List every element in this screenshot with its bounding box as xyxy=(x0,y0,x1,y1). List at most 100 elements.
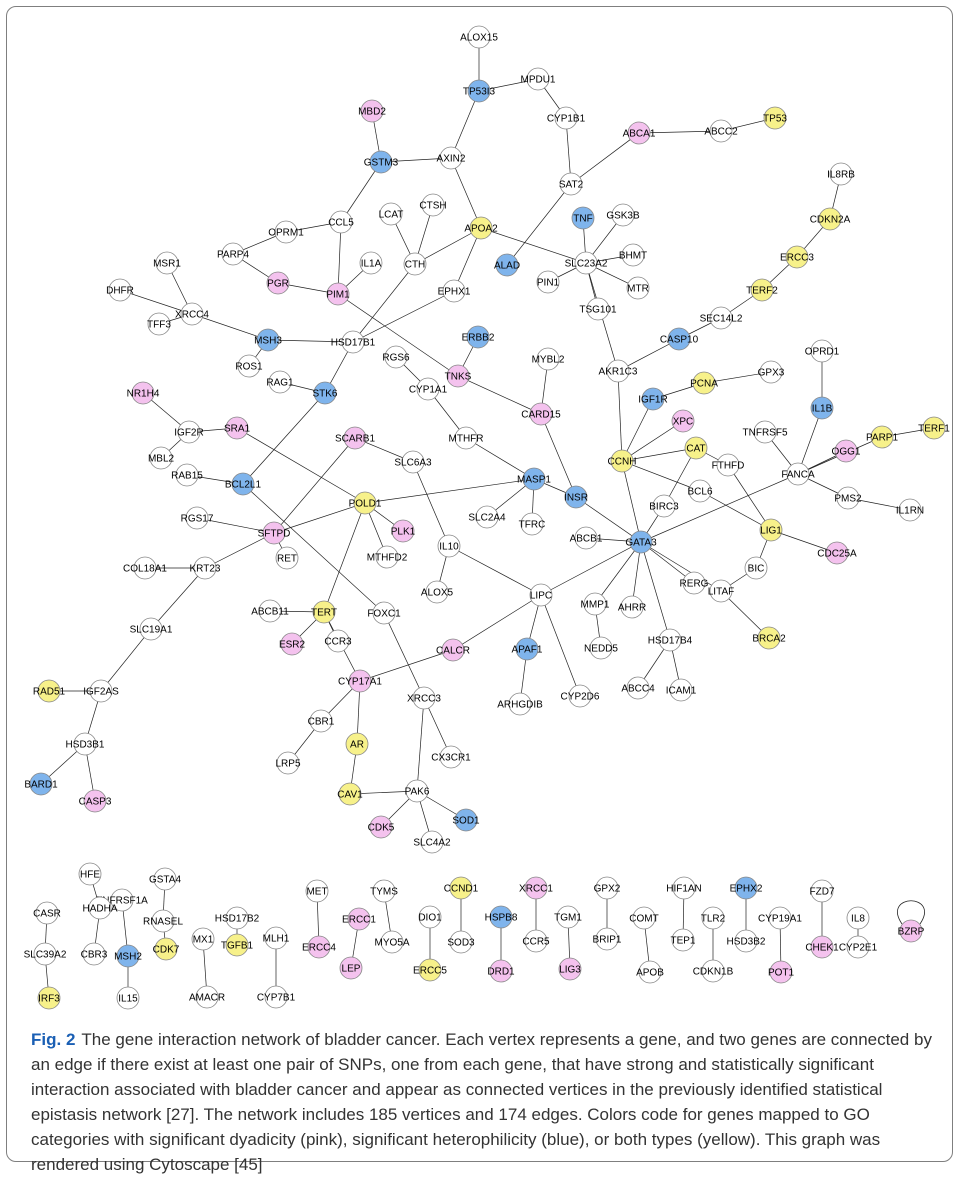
gene-node-pold1: POLD1 xyxy=(349,491,382,515)
gene-circle xyxy=(658,628,682,652)
gene-circle xyxy=(185,506,209,530)
gene-circle xyxy=(574,251,598,275)
gene-label: PARP4 xyxy=(217,250,249,261)
gene-label: CAV1 xyxy=(337,790,363,801)
gene-label: DIO1 xyxy=(418,913,442,924)
gene-node-xrcc3: XRCC3 xyxy=(407,686,441,710)
gene-circle xyxy=(391,519,415,543)
gene-node-sod1: SOD1 xyxy=(452,808,480,832)
gene-circle xyxy=(558,957,582,981)
gene-circle xyxy=(568,684,592,708)
gene-circle xyxy=(312,600,336,624)
gene-label: GPX2 xyxy=(594,884,621,895)
gene-node-apob: APOB xyxy=(636,960,664,984)
gene-label: PGR xyxy=(267,279,289,290)
gene-label: TGFB1 xyxy=(221,941,254,952)
gene-circle xyxy=(360,99,384,123)
gene-label: IGF2AS xyxy=(83,687,119,698)
gene-label: GSTA4 xyxy=(149,875,181,886)
gene-node-igf2as: IGF2AS xyxy=(83,679,119,703)
gene-circle xyxy=(425,580,449,604)
gene-circle xyxy=(744,556,768,580)
gene-label: TNFRSF5 xyxy=(743,428,788,439)
gene-node-cbr1: CBR1 xyxy=(308,709,335,733)
gene-label: TLR2 xyxy=(701,914,726,925)
gene-node-tnks: TNKS xyxy=(445,364,472,388)
gene-label: ALOX5 xyxy=(421,588,454,599)
edge-il1b-fanca xyxy=(797,407,823,475)
gene-node-sec14l2: SEC14L2 xyxy=(700,306,743,330)
gene-circle xyxy=(154,937,178,961)
gene-node-tnfrsf5: TNFRSF5 xyxy=(743,420,788,444)
gene-label: LCAT xyxy=(379,210,404,221)
gene-circle xyxy=(416,377,440,401)
gene-label: IL1RN xyxy=(896,506,924,517)
gene-circle xyxy=(810,339,834,363)
gene-node-abcc2: ABCC2 xyxy=(704,119,738,143)
gene-label: RET xyxy=(277,554,297,565)
gene-label: BHMT xyxy=(619,251,647,262)
edge-sat2-alad xyxy=(506,183,572,266)
gene-node-ogg1: OGG1 xyxy=(832,439,861,463)
figure-frame: ALOX15 TP53I3 MPDU1 MBD2 CYP1B1 TP53 ABCC2 ABCA… xyxy=(6,6,953,1174)
gene-circle xyxy=(139,617,163,641)
gene-label: ERCC1 xyxy=(342,915,376,926)
gene-node-lcat: LCAT xyxy=(379,202,404,226)
gene-circle xyxy=(305,879,329,903)
edge-lipc-cyp2d6 xyxy=(540,594,581,697)
gene-circle xyxy=(520,512,544,536)
gene-circle xyxy=(280,632,304,656)
gene-label: CCR3 xyxy=(324,637,352,648)
gene-label: FTHFD xyxy=(712,461,745,472)
gene-label: TERT xyxy=(311,608,337,619)
gene-node-tlr2: TLR2 xyxy=(701,906,726,930)
gene-node-tgm1: TGM1 xyxy=(554,905,582,929)
gene-circle xyxy=(372,601,396,625)
gene-circle xyxy=(147,312,171,336)
gene-node-icam1: ICAM1 xyxy=(666,678,697,702)
edge-xrcc3-pak6 xyxy=(416,697,425,792)
gene-circle xyxy=(116,986,140,1010)
gene-node-plk1: PLK1 xyxy=(391,519,416,543)
gene-circle xyxy=(759,518,783,542)
gene-circle xyxy=(571,206,595,230)
edge-igf1r-ccnh xyxy=(621,398,654,462)
gene-node-insr: INSR xyxy=(564,485,588,509)
gene-node-nedd5: NEDD5 xyxy=(584,636,618,660)
gene-circle xyxy=(421,193,445,217)
edge-gstm3-axin2 xyxy=(380,157,452,163)
gene-label: INSR xyxy=(564,493,588,504)
gene-node-esr2: ESR2 xyxy=(279,632,305,656)
gene-node-apaf1: APAF1 xyxy=(512,637,543,661)
edge-mthfr-masp1 xyxy=(465,437,535,480)
gene-circle xyxy=(467,25,491,49)
gene-node-casp3: CASP3 xyxy=(79,789,112,813)
gene-node-terf2: TERF2 xyxy=(746,278,778,302)
gene-node-tsg101: TSG101 xyxy=(579,297,617,321)
edge-gata3-lipc xyxy=(540,541,642,596)
gene-circle xyxy=(652,494,676,518)
gene-circle xyxy=(475,505,499,529)
gene-node-myo5a: MYO5A xyxy=(374,930,410,954)
edge-stk6-bcl2l1 xyxy=(242,392,326,485)
gene-label: LIG3 xyxy=(559,965,581,976)
gene-node-hfe: HFE xyxy=(78,862,102,886)
gene-node-pot1: POT1 xyxy=(768,960,794,984)
gene-circle xyxy=(420,830,444,854)
gene-node-mthfd2: MTHFD2 xyxy=(367,545,408,569)
gene-circle xyxy=(759,360,783,384)
gene-circle xyxy=(405,779,429,803)
gene-circle xyxy=(401,450,425,474)
gene-label: ABCC2 xyxy=(704,127,738,138)
gene-network: ALOX15 TP53I3 MPDU1 MBD2 CYP1B1 TP53 ABCC2 ABCA… xyxy=(24,25,950,1010)
gene-node-pin1: PIN1 xyxy=(536,270,560,294)
gene-node-rerg: RERG xyxy=(680,571,709,595)
gene-label: CDK7 xyxy=(153,945,180,956)
gene-label: AKR1C3 xyxy=(599,367,638,378)
gene-node-pim1: PIM1 xyxy=(326,282,350,306)
gene-circle xyxy=(195,985,219,1009)
gene-node-ercc3: ERCC3 xyxy=(780,245,814,269)
gene-label: LITAF xyxy=(708,587,734,598)
gene-label: SRA1 xyxy=(224,424,251,435)
gene-circle xyxy=(110,888,134,912)
